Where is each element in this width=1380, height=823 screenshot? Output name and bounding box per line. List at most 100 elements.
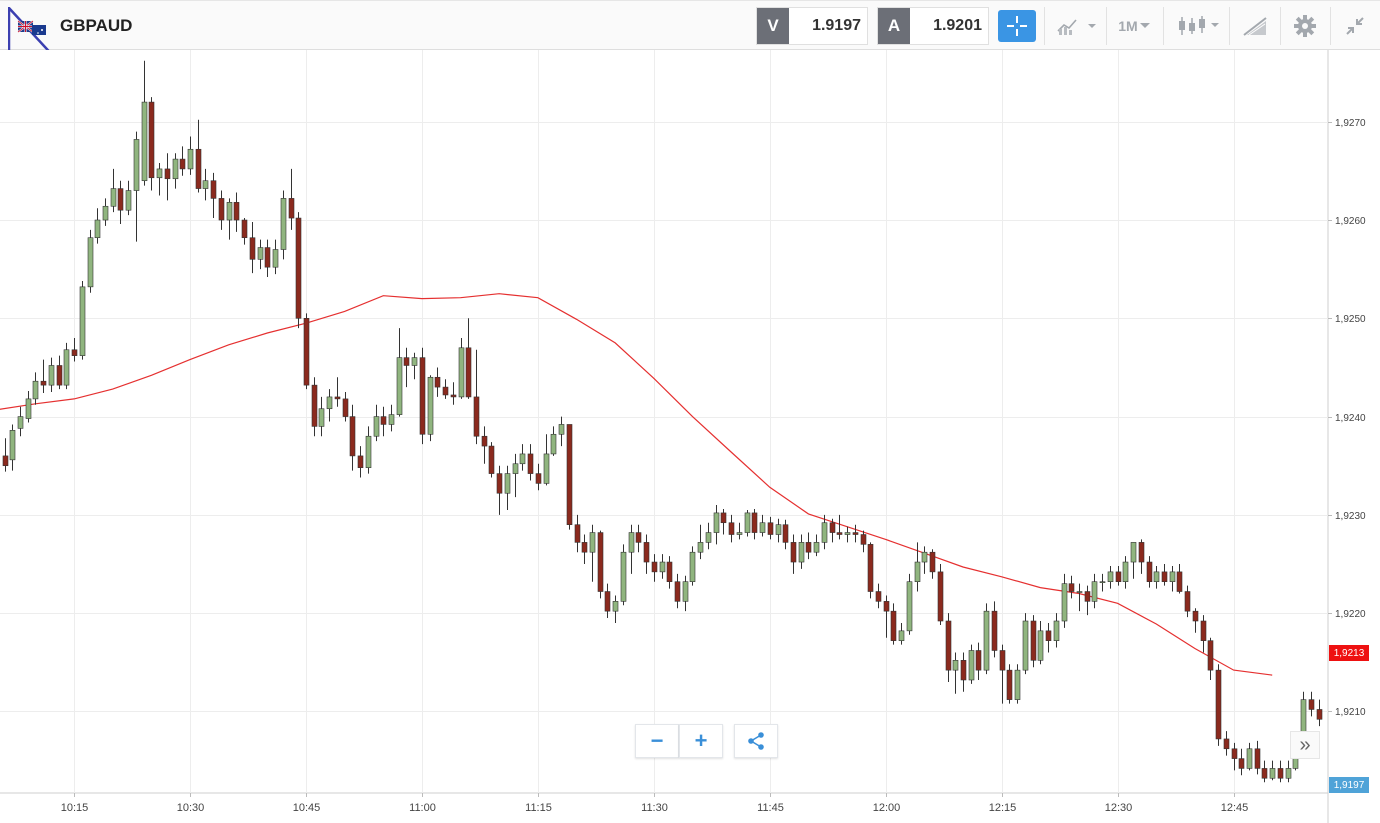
candle-body-down	[1045, 630, 1052, 641]
candle	[117, 180, 124, 224]
zoom-in-button[interactable]: +	[679, 724, 723, 758]
candle-body-down	[1084, 591, 1091, 602]
candle-body-up	[1037, 630, 1044, 661]
collapse-button[interactable]	[1335, 7, 1375, 45]
candle-body-up	[1091, 581, 1098, 602]
candle	[1192, 608, 1199, 633]
candle-style-button[interactable]	[1170, 7, 1224, 45]
candle	[527, 444, 534, 481]
candle-body-up	[172, 158, 179, 180]
candle	[25, 391, 32, 423]
candle	[643, 534, 650, 574]
candle	[666, 556, 673, 589]
bid-price-badge: 1,9197	[1329, 777, 1369, 793]
x-tick-label: 12:15	[989, 802, 1017, 814]
y-tick-label: 1,9270	[1335, 118, 1366, 129]
candle	[635, 524, 642, 553]
candle-body-down	[604, 591, 611, 612]
sell-price-button[interactable]: V 1.9197	[756, 7, 868, 45]
candle-body-up	[1014, 669, 1021, 700]
share-button[interactable]	[734, 724, 778, 758]
candle-body-down	[1192, 610, 1199, 622]
candle-body-up	[1099, 581, 1106, 583]
timeframe-dropdown[interactable]: 1M	[1112, 7, 1158, 45]
candle-body-down	[829, 522, 836, 533]
candle	[110, 168, 117, 213]
candle-body-down	[295, 217, 302, 319]
gear-icon	[1294, 15, 1316, 37]
candle	[651, 554, 658, 582]
candle-body-up	[682, 581, 689, 602]
settings-button[interactable]	[1285, 7, 1325, 45]
price-axis: 1,9270 1,9260 1,9250 1,9240 1,9230 1,9220 1,92…	[1328, 118, 1366, 718]
candle	[473, 349, 480, 445]
candle-body-up	[921, 551, 928, 563]
timeframe-label: 1M	[1118, 18, 1138, 34]
candle-body-up	[620, 551, 627, 602]
candle-body-down	[535, 473, 542, 484]
candle	[342, 392, 349, 422]
candle-body-down	[481, 435, 488, 447]
candle	[728, 514, 735, 543]
crosshair-button[interactable]	[998, 10, 1036, 42]
symbol-title: GBPAUD	[60, 16, 133, 35]
buy-label: A	[878, 8, 910, 44]
candle-body-down	[2, 455, 9, 467]
candle-body-up	[504, 473, 511, 494]
candle	[1231, 742, 1238, 771]
scroll-to-latest-button[interactable]: »	[1290, 731, 1320, 759]
candle-body-down	[929, 551, 936, 573]
candle	[604, 583, 611, 619]
candle	[318, 396, 325, 437]
y-tick-label: 1,9230	[1335, 511, 1366, 522]
candle	[1107, 565, 1114, 589]
candle-body-down	[179, 158, 186, 170]
candle	[898, 622, 905, 645]
candle	[1269, 760, 1276, 781]
candle-body-down	[720, 512, 727, 524]
candle-body-down	[574, 524, 581, 543]
candle	[249, 221, 256, 274]
drawing-tools-button[interactable]	[1234, 7, 1276, 45]
candle	[991, 601, 998, 658]
candle-body-up	[1107, 571, 1114, 582]
price-chart[interactable]: 1,9270 1,9260 1,9250 1,9240 1,9230 1,9220 1,92…	[0, 50, 1380, 823]
drawing-tools-icon	[1243, 17, 1267, 36]
candle-body-down	[581, 542, 588, 553]
candle-body-up	[1169, 571, 1176, 582]
current-price-badge: 1,9213	[1329, 645, 1369, 661]
candle	[434, 367, 441, 397]
candle	[952, 652, 959, 694]
candle	[674, 573, 681, 609]
candle	[574, 514, 581, 553]
candle-body-up	[1053, 620, 1060, 641]
y-tick-label: 1,9210	[1335, 707, 1366, 718]
zoom-out-button[interactable]: −	[635, 724, 679, 758]
candle-body-up	[821, 522, 828, 543]
candle-body-up	[550, 433, 557, 455]
candle	[1238, 748, 1245, 776]
x-tick-label: 10:15	[61, 802, 89, 814]
candle-body-down	[790, 542, 797, 563]
buy-price-button[interactable]: A 1.9201	[877, 7, 989, 45]
candle	[280, 190, 287, 260]
candle-body-down	[56, 365, 63, 386]
candle	[550, 426, 557, 456]
candle	[620, 544, 627, 606]
candle	[697, 524, 704, 560]
candle-body-up	[952, 660, 959, 671]
candle	[945, 613, 952, 682]
candle	[403, 347, 410, 388]
sell-label: V	[757, 8, 789, 44]
candle-body-up	[744, 512, 751, 533]
candle-body-down	[357, 455, 364, 468]
candle-body-down	[1138, 542, 1145, 563]
buy-price: 1.9201	[933, 17, 982, 34]
candle	[1146, 556, 1153, 588]
candle	[767, 516, 774, 540]
candle-body-up	[659, 561, 666, 573]
candle	[1130, 542, 1137, 579]
chart-type-button[interactable]	[1050, 7, 1102, 45]
candle	[1316, 699, 1323, 727]
candle-body-down	[249, 237, 256, 260]
